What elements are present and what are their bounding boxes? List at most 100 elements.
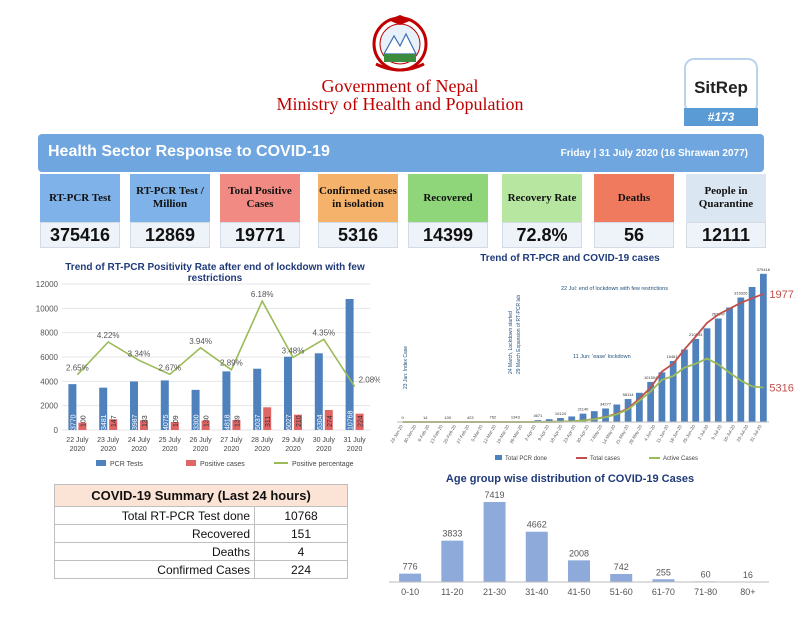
annotation-lockdown: 24 March, Lockdown started — [508, 311, 514, 374]
pcr-bar-label: 6027 — [286, 414, 293, 430]
x-tick-label: 5-Mar-20 — [470, 424, 484, 443]
positive-bar — [170, 422, 179, 430]
summary-row-label: Confirmed Cases — [54, 560, 255, 579]
pcr-bar — [284, 356, 292, 430]
summary-title: COVID-19 Summary (Last 24 hours) — [54, 484, 348, 507]
x-tick-label: 2020 — [316, 446, 332, 453]
positivity-label: 2.89% — [220, 359, 243, 368]
x-tick-label: 2020 — [347, 446, 363, 453]
pcr-bar — [624, 399, 632, 422]
positive-bar — [232, 419, 241, 430]
positive-bar-label: 133 — [142, 415, 149, 427]
positivity-label: 2.65% — [66, 364, 89, 373]
legend-label: Positive percentage — [292, 461, 354, 468]
stat-label: RT-PCR Test — [40, 174, 120, 222]
age-bar-label: 4662 — [527, 520, 547, 530]
pcr-bar — [590, 411, 598, 422]
positivity-label: 3.94% — [189, 337, 212, 346]
pcr-bar-label: 315326 — [734, 291, 748, 296]
pcr-bar — [635, 392, 643, 422]
pcr-bar-label: 5037 — [255, 414, 262, 430]
ministry-title: Ministry of Health and Population — [276, 94, 524, 114]
legend-label: Total cases — [590, 456, 620, 462]
x-tick-label: 6-Feb-20 — [417, 424, 431, 443]
x-tick-label: 41-50 — [567, 587, 590, 597]
x-tick-label: 29 July — [282, 437, 305, 444]
pcr-bar-label: 762 — [489, 415, 496, 420]
stat-card: Confirmed cases in isolation 5316 — [318, 174, 398, 250]
stat-card: Recovered 14399 — [408, 174, 488, 250]
pcr-bar — [191, 389, 200, 430]
x-tick-label: 16-Apr-20 — [549, 424, 564, 444]
pcr-bar — [253, 368, 262, 430]
stat-value: 12111 — [686, 222, 766, 248]
positivity-line — [76, 299, 356, 388]
x-tick-label: 23 July — [97, 437, 120, 444]
x-tick-label: 21-30 — [483, 587, 506, 597]
annotation-index-case: 23 Jan: Index Case — [403, 346, 409, 389]
x-tick-label: 27-Feb-20 — [456, 424, 471, 445]
positive-bar-label: 210 — [296, 415, 303, 427]
pcr-bar — [748, 287, 756, 422]
header-band: Health Sector Response to COVID-19 Frida… — [38, 134, 764, 172]
positive-bar-label: 100 — [80, 415, 87, 427]
x-tick-label: 2020 — [162, 446, 178, 453]
active-cases-end-label: 5316 — [769, 383, 793, 395]
stat-label: Deaths — [594, 174, 674, 222]
x-tick-label: 31-40 — [525, 587, 548, 597]
legend-label: Active Cases — [663, 456, 698, 462]
x-tick-label: 30-Apr-20 — [576, 424, 591, 444]
positivity-chart-title: Trend of RT-PCR Positivity Rate after en… — [65, 262, 365, 284]
summary-row-label: Recovered — [54, 524, 255, 543]
pcr-bar — [568, 416, 576, 422]
summary-row: Confirmed Cases 224 — [54, 560, 348, 579]
summary-row-label: Deaths — [54, 542, 255, 561]
positive-bar-label: 109 — [173, 415, 180, 427]
pcr-bar-label: 10768 — [348, 410, 355, 430]
positivity-label: 2.08% — [359, 376, 380, 385]
annotation-end-lockdown: 22 Jul: end of lockdown with few restric… — [561, 286, 668, 292]
x-tick-label: 11-20 — [441, 587, 463, 597]
x-tick-label: 31 July — [344, 437, 367, 444]
positivity-label: 3.34% — [128, 349, 151, 358]
pcr-bar-label: 4818 — [224, 414, 231, 430]
summary-row: Recovered 151 — [54, 524, 348, 543]
x-tick-label: 28-May-20 — [628, 424, 643, 446]
positivity-label: 4.35% — [312, 328, 335, 337]
stat-card: RT-PCR Test / Million 12869 — [130, 174, 210, 250]
legend-swatch — [96, 460, 106, 466]
y-tick-label: 12000 — [36, 280, 59, 289]
x-tick-label: 2020 — [193, 446, 209, 453]
x-tick-label: 2020 — [100, 446, 116, 453]
y-tick-label: 6000 — [40, 353, 58, 362]
summary-row-value: 10768 — [254, 506, 348, 525]
annotation-ease-lockdown: 11 Jun: 'ease' lockdown — [573, 354, 631, 360]
pcr-bar — [737, 297, 745, 422]
x-tick-label: 61-70 — [652, 587, 675, 597]
sitrep-number: #173 — [684, 108, 758, 126]
summary-table: COVID-19 Summary (Last 24 hours) Total R… — [54, 484, 348, 579]
pcr-bar-label: 58114 — [623, 392, 635, 397]
x-tick-label: 31-Jul-20 — [749, 424, 763, 443]
pcr-bar-label: 34277 — [600, 401, 612, 406]
pcr-bar-label: 21140 — [578, 407, 590, 412]
x-tick-label: 2-Jul-20 — [697, 424, 710, 441]
age-distribution-chart: 776 0-10 3833 11-20 7419 21-30 4662 31-40 2008 41… — [389, 490, 769, 597]
summary-row: Deaths 4 — [54, 542, 348, 561]
pcr-bar — [130, 381, 138, 430]
legend-swatch — [186, 460, 196, 466]
pcr-bar-label: 1343 — [511, 414, 521, 419]
y-tick-label: 8000 — [40, 329, 58, 338]
summary-row-value: 4 — [254, 542, 348, 561]
stat-value: 19771 — [220, 222, 300, 248]
pcr-bar-label: 14 — [423, 415, 428, 420]
pcr-bar-label: 154617 — [667, 354, 681, 359]
x-tick-label: 2020 — [131, 446, 147, 453]
band-title: Health Sector Response to COVID-19 — [48, 143, 330, 160]
pcr-bar-label: 3300 — [194, 414, 201, 430]
stat-value: 72.8% — [502, 222, 582, 248]
positivity-label: 6.18% — [251, 290, 274, 299]
rtpcr-chart-title: Trend of RT-PCR and COVID-19 cases — [480, 253, 660, 264]
x-tick-label: 16-Jul-20 — [722, 424, 736, 443]
x-tick-label: 26-Mar-20 — [509, 424, 524, 445]
